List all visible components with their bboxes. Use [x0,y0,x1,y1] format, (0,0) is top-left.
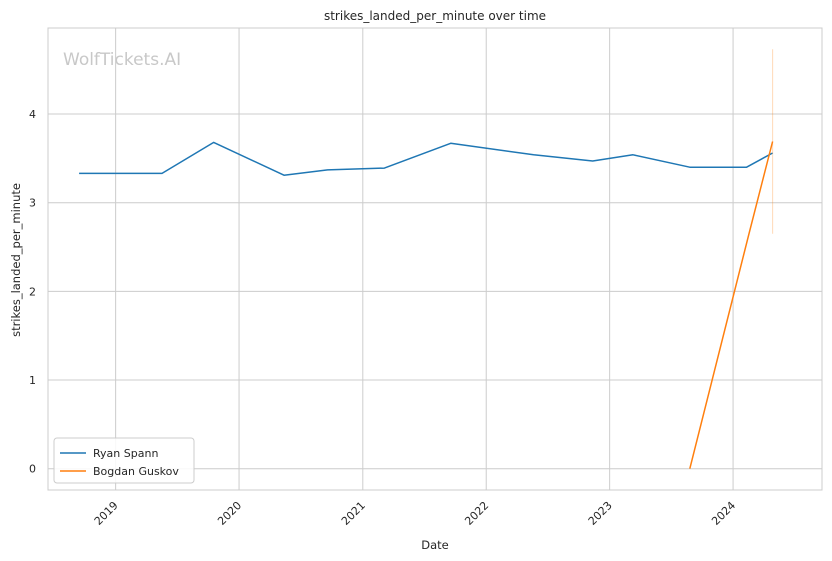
series-line-ryan-spann [79,141,773,176]
series-lines [79,49,774,469]
x-axis-label: Date [421,538,449,552]
y-axis-label: strikes_landed_per_minute [9,183,23,337]
legend: Ryan Spann Bogdan Guskov [53,437,195,484]
legend-label-ryan-spann: Ryan Spann [93,447,158,460]
y-axis-ticks: 0 1 2 3 4 [29,108,36,476]
plot-area-frame [47,27,823,491]
y-tick-label: 0 [29,463,36,476]
legend-box [53,437,195,484]
y-tick-label: 4 [29,108,36,121]
watermark: WolfTickets.AI [63,50,181,70]
y-tick-label: 2 [29,285,36,298]
y-tick-label: 1 [29,374,36,387]
y-tick-label: 3 [29,197,36,210]
grid [48,28,822,490]
series-line-bogdan-guskov [689,141,774,469]
legend-label-bogdan-guskov: Bogdan Guskov [93,465,179,478]
chart-title: strikes_landed_per_minute over time [324,9,546,23]
